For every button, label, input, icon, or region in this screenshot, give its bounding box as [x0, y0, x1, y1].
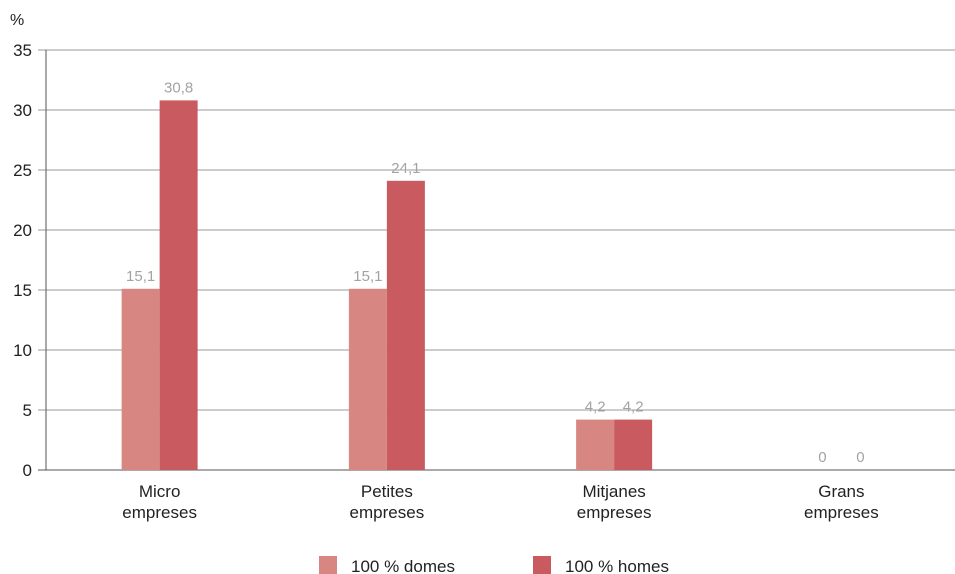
- legend-swatch-homes: [533, 556, 551, 574]
- bar-domes-0: [121, 288, 160, 470]
- bars: [121, 100, 653, 471]
- bar-homes-0: [159, 100, 198, 471]
- bar-homes-2: [614, 419, 653, 470]
- data-label-homes-3: 0: [856, 449, 864, 466]
- category-label-0-line-0: Micro: [139, 482, 181, 501]
- y-tick-label-0: 0: [23, 461, 32, 480]
- y-tick-label-10: 10: [13, 341, 32, 360]
- y-tick-label-35: 35: [13, 41, 32, 60]
- category-label-3-line-1: empreses: [804, 503, 879, 522]
- legend-label-domes: 100 % domes: [351, 557, 455, 574]
- data-labels: 15,1 30,8 15,1 24,1 4,2 4,2 0 0: [126, 79, 865, 466]
- bar-domes-2: [576, 419, 615, 470]
- y-tick-label-30: 30: [13, 101, 32, 120]
- legend: 100 % domes 100 % homes: [319, 556, 669, 574]
- data-label-homes-0: 30,8: [164, 79, 193, 96]
- x-axis-categories: Micro empreses Petites empreses Mitjanes empr…: [122, 482, 878, 522]
- y-axis-unit: %: [10, 12, 24, 29]
- category-label-3-line-0: Grans: [818, 482, 864, 501]
- data-label-domes-3: 0: [818, 449, 826, 466]
- bar-domes-1: [348, 288, 387, 470]
- bar-homes-1: [386, 180, 425, 471]
- y-axis-ticks: 0 5 10 15 20 25 30 35: [13, 41, 32, 480]
- data-label-domes-0: 15,1: [126, 268, 155, 285]
- y-tick-label-15: 15: [13, 281, 32, 300]
- y-tick-label-20: 20: [13, 221, 32, 240]
- data-label-homes-2: 4,2: [623, 399, 644, 416]
- category-label-1-line-0: Petites: [361, 482, 413, 501]
- legend-swatch-domes: [319, 556, 337, 574]
- data-label-domes-1: 15,1: [353, 268, 382, 285]
- y-tick-label-25: 25: [13, 161, 32, 180]
- category-label-0-line-1: empreses: [122, 503, 197, 522]
- data-label-homes-1: 24,1: [391, 160, 420, 177]
- legend-label-homes: 100 % homes: [565, 557, 669, 574]
- data-label-domes-2: 4,2: [585, 399, 606, 416]
- category-label-1-line-1: empreses: [350, 503, 425, 522]
- y-tick-label-5: 5: [23, 401, 32, 420]
- category-label-2-line-0: Mitjanes: [582, 482, 645, 501]
- category-label-2-line-1: empreses: [577, 503, 652, 522]
